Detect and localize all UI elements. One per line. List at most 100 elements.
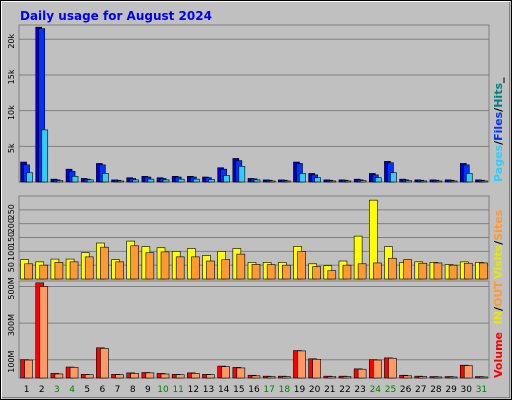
bar-out-day-12 bbox=[191, 373, 200, 379]
bar-out-day-1 bbox=[24, 359, 33, 379]
bar-out-day-27 bbox=[418, 376, 428, 379]
y-axis-label-sites-visits: Visits/Sites bbox=[492, 209, 505, 279]
bar-out-day-15 bbox=[236, 367, 246, 379]
y-tick-label: 100 bbox=[7, 246, 16, 261]
bar-pages-day-11 bbox=[177, 178, 185, 183]
x-tick-label-day-8: 8 bbox=[130, 385, 136, 395]
y-tick-label: 5k bbox=[7, 143, 16, 153]
x-tick-label-day-22: 22 bbox=[339, 385, 350, 395]
ylabel-volume: Volume bbox=[492, 332, 505, 378]
x-tick-label-day-23: 23 bbox=[354, 385, 365, 395]
x-tick-label-day-14: 14 bbox=[218, 385, 230, 395]
bar-pages-day-1 bbox=[26, 172, 33, 183]
x-tick-label-day-11: 11 bbox=[172, 385, 183, 395]
bar-pages-day-18 bbox=[284, 180, 291, 183]
bar-out-day-29 bbox=[448, 376, 458, 379]
bar-pages-day-7 bbox=[117, 180, 124, 183]
y-tick-label: 250 bbox=[7, 204, 16, 219]
bar-sites-day-6 bbox=[100, 246, 109, 280]
bar-out-day-30 bbox=[463, 365, 473, 379]
bar-pages-day-10 bbox=[162, 179, 170, 183]
x-tick-label-day-4: 4 bbox=[69, 385, 75, 395]
x-tick-label-day-1: 1 bbox=[24, 385, 30, 395]
x-tick-label-day-20: 20 bbox=[309, 385, 321, 395]
bar-out-day-31 bbox=[479, 376, 488, 379]
y-axis-label-volume-in-out: Volume IN/OUT bbox=[492, 281, 505, 378]
bar-pages-day-22 bbox=[344, 180, 352, 183]
y-axis-label-hits-files-pages: Pages/Files/Hits_ bbox=[492, 77, 505, 182]
x-tick-label-day-30: 30 bbox=[461, 385, 473, 395]
y-tick-label: 50 bbox=[7, 262, 16, 272]
bar-pages-day-30 bbox=[465, 173, 473, 183]
bar-sites-day-22 bbox=[342, 264, 352, 280]
panel-1-plot-area bbox=[18, 24, 490, 183]
x-tick-label-day-15: 15 bbox=[233, 385, 244, 395]
bar-sites-day-16 bbox=[251, 264, 261, 280]
x-tick-label-day-17: 17 bbox=[263, 385, 274, 395]
ylabel-visits: Visits bbox=[492, 244, 505, 279]
bar-pages-day-20 bbox=[314, 177, 321, 183]
bar-sites-day-26 bbox=[403, 259, 412, 280]
bar-pages-day-12 bbox=[193, 178, 200, 183]
bar-pages-day-24 bbox=[374, 177, 382, 183]
bar-sites-day-13 bbox=[206, 260, 215, 280]
x-axis-day-labels: 1 2 3 4 5 6 7 8 9 10 11 12 13 14 15 16 17 18 19 20 21 22 23 24 2… bbox=[24, 385, 487, 395]
bar-out-day-6 bbox=[100, 348, 109, 379]
bar-out-day-20 bbox=[312, 359, 321, 379]
y-tick-label: 100M bbox=[7, 351, 16, 373]
bar-sites-day-3 bbox=[54, 262, 64, 280]
bar-out-day-9 bbox=[145, 372, 155, 379]
ylabel-sites: Sites bbox=[492, 209, 505, 240]
ylabel-sep-3: / bbox=[492, 240, 505, 245]
bar-out-day-14 bbox=[221, 366, 230, 379]
y-tick-label: 300M bbox=[7, 314, 16, 336]
bar-out-day-26 bbox=[403, 375, 412, 379]
bar-sites-day-10 bbox=[160, 251, 170, 280]
ylabel-sep-2: / bbox=[492, 107, 505, 112]
x-tick-label-day-3: 3 bbox=[54, 385, 60, 395]
y-tick-label: 500M bbox=[7, 277, 16, 299]
bar-out-day-25 bbox=[388, 357, 397, 379]
ylabel-out: OUT bbox=[492, 281, 505, 307]
bar-out-day-18 bbox=[282, 376, 291, 379]
bar-sites-day-17 bbox=[266, 264, 276, 280]
ylabel-hits: Hits bbox=[492, 83, 505, 108]
bar-out-day-21 bbox=[327, 376, 337, 379]
x-tick-label-day-29: 29 bbox=[445, 385, 457, 395]
x-tick-label-day-28: 28 bbox=[430, 385, 442, 395]
bar-out-day-17 bbox=[266, 376, 276, 379]
x-tick-label-day-9: 9 bbox=[145, 385, 151, 395]
y-tick-label: 10k bbox=[7, 105, 16, 120]
bar-pages-day-28 bbox=[435, 180, 443, 183]
x-tick-label-day-21: 21 bbox=[324, 385, 335, 395]
panel-1: 5k 10k 15k 20k bbox=[7, 24, 490, 183]
bar-sites-day-15 bbox=[236, 253, 246, 280]
bar-pages-day-15 bbox=[238, 166, 246, 183]
bar-sites-day-12 bbox=[191, 256, 200, 280]
bar-out-day-19 bbox=[297, 350, 306, 379]
chart-title: Daily usage for August 2024 bbox=[20, 9, 212, 23]
x-tick-label-day-26: 26 bbox=[400, 385, 412, 395]
bar-out-day-5 bbox=[84, 374, 94, 379]
bar-pages-day-26 bbox=[405, 180, 412, 183]
panel-3: 100M 300M 500M bbox=[7, 277, 490, 379]
bar-sites-day-28 bbox=[433, 262, 443, 280]
x-tick-label-day-2: 2 bbox=[39, 385, 45, 395]
bar-out-day-3 bbox=[54, 373, 64, 379]
bar-sites-day-18 bbox=[282, 264, 291, 280]
bar-out-day-10 bbox=[160, 373, 170, 379]
bar-sites-day-30 bbox=[463, 262, 473, 280]
x-tick-label-day-25: 25 bbox=[385, 385, 396, 395]
bar-pages-day-29 bbox=[450, 180, 458, 183]
bar-pages-day-14 bbox=[223, 175, 230, 183]
ylabel-sep-4 bbox=[492, 324, 505, 332]
bar-out-day-11 bbox=[175, 374, 185, 379]
bar-out-day-2 bbox=[39, 286, 49, 379]
bar-sites-day-24 bbox=[372, 262, 382, 280]
bar-out-day-16 bbox=[251, 375, 261, 379]
bar-pages-day-19 bbox=[299, 173, 306, 183]
bar-sites-day-8 bbox=[130, 245, 140, 280]
bar-out-day-23 bbox=[357, 368, 367, 379]
x-tick-label-day-7: 7 bbox=[115, 385, 121, 395]
